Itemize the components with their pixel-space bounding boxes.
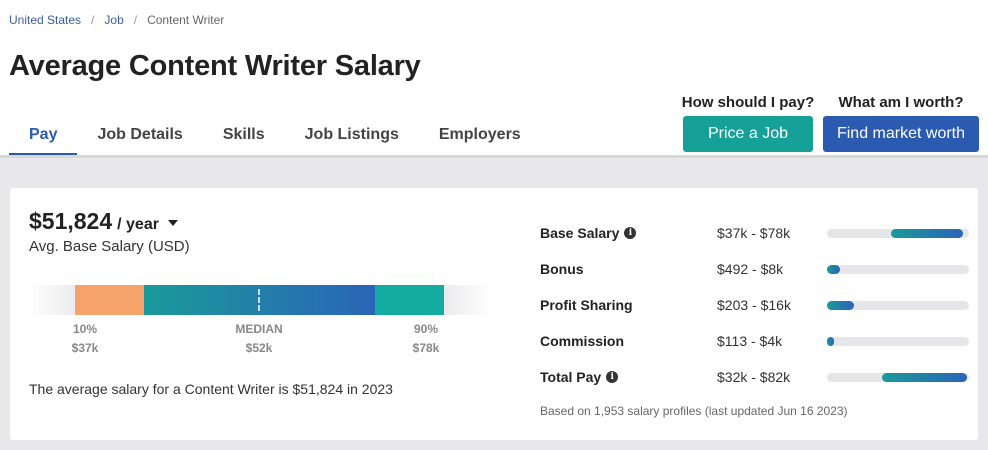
tab-employers[interactable]: Employers — [438, 126, 521, 143]
percentile-90-title: 90% — [413, 322, 439, 336]
range-fade-left — [29, 285, 79, 315]
pay-row-track — [827, 336, 969, 346]
pay-row-track — [827, 300, 969, 310]
pay-row-bonus: Bonus $492 - $8k — [540, 259, 969, 279]
tab-pay[interactable]: Pay — [9, 116, 78, 156]
data-footnote: Based on 1,953 salary profiles (last upd… — [540, 404, 848, 418]
pay-row-track — [827, 264, 969, 274]
price-question: How should I pay? — [681, 94, 815, 111]
pay-row-range: $492 - $8k — [717, 261, 784, 277]
breadcrumb: United States / Job / Content Writer — [9, 13, 224, 27]
page-title: Average Content Writer Salary — [9, 50, 421, 82]
find-market-worth-button[interactable]: Find market worth — [823, 116, 979, 152]
pay-row-base-salary: Base Salary i $37k - $78k — [540, 223, 969, 243]
pay-period-selector[interactable]: / year — [117, 216, 159, 233]
breadcrumb-job[interactable]: Job — [104, 13, 124, 27]
salary-header: $51,824 / year — [29, 208, 178, 235]
pay-row-range: $203 - $16k — [717, 297, 791, 313]
breadcrumb-united-states[interactable]: United States — [9, 13, 82, 27]
price-a-job-cta: How should I pay? Price a Job — [681, 94, 815, 152]
pay-row-commission: Commission $113 - $4k — [540, 331, 969, 351]
range-segment-low — [75, 285, 144, 315]
pay-row-range: $113 - $4k — [717, 333, 783, 349]
pay-row-label: Profit Sharing — [540, 297, 633, 313]
price-a-job-button[interactable]: Price a Job — [683, 116, 813, 152]
percentile-10-label: 10% $37k — [65, 320, 105, 358]
pay-row-range: $32k - $82k — [717, 369, 791, 385]
breadcrumb-current: Content Writer — [147, 13, 225, 27]
range-segment-high — [375, 285, 444, 315]
pay-row-total-pay: Total Pay i $32k - $82k — [540, 367, 969, 387]
tab-job-details[interactable]: Job Details — [97, 126, 183, 143]
pay-row-label: Bonus — [540, 261, 584, 277]
pay-row-label: Commission — [540, 333, 625, 349]
tab-job-listings[interactable]: Job Listings — [304, 126, 399, 143]
salary-summary: The average salary for a Content Writer … — [29, 381, 393, 397]
range-fade-right — [442, 285, 492, 315]
breadcrumb-separator: / — [91, 13, 95, 27]
pay-row-track — [827, 372, 969, 382]
salary-subtitle: Avg. Base Salary (USD) — [29, 238, 190, 255]
tab-divider — [0, 155, 988, 158]
percentile-90-value: $78k — [412, 341, 440, 355]
pay-row-label: Base Salary i — [540, 225, 717, 241]
median-title: MEDIAN — [235, 322, 283, 336]
percentile-10-title: 10% — [72, 322, 98, 336]
pay-row-fill — [827, 336, 834, 346]
average-salary-amount: $51,824 — [29, 208, 113, 234]
pay-row-fill — [827, 264, 840, 274]
percentile-90-label: 90% $78k — [406, 320, 446, 358]
caret-down-icon[interactable] — [167, 220, 178, 226]
tab-bar: Pay Job Details Skills Job Listings Empl… — [9, 116, 541, 156]
pay-row-fill — [891, 228, 963, 238]
pay-row-range: $37k - $78k — [717, 225, 791, 241]
info-icon[interactable]: i — [606, 371, 619, 383]
pay-row-fill — [827, 300, 854, 310]
info-icon[interactable]: i — [624, 227, 637, 239]
pay-row-profit-sharing: Profit Sharing $203 - $16k — [540, 295, 969, 315]
pay-row-label: Total Pay i — [540, 369, 717, 385]
pay-row-track — [827, 228, 969, 238]
market-worth-cta: What am I worth? Find market worth — [823, 94, 979, 152]
breadcrumb-separator: / — [133, 13, 138, 27]
worth-question: What am I worth? — [838, 94, 964, 111]
median-value: $52k — [245, 341, 273, 355]
tab-skills[interactable]: Skills — [222, 126, 265, 143]
median-marker — [258, 289, 260, 311]
pay-row-fill — [882, 372, 967, 382]
percentile-10-value: $37k — [71, 341, 99, 355]
salary-card: $51,824 / year Avg. Base Salary (USD) 10… — [10, 188, 978, 440]
salary-range-bar — [29, 285, 492, 315]
median-label: MEDIAN $52k — [224, 320, 294, 358]
